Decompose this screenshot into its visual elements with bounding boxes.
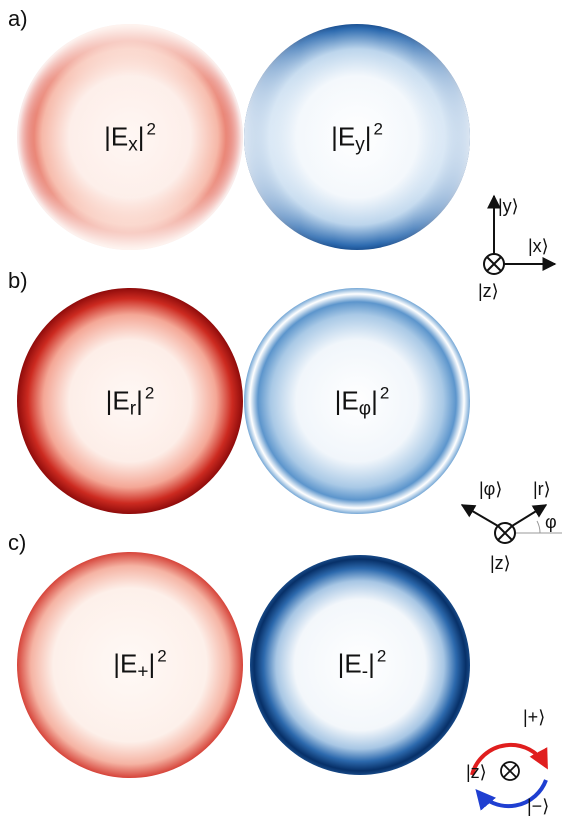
phi-vector-label: |φ⟩ <box>479 479 502 499</box>
eminus-intensity-disk <box>250 555 470 775</box>
ex-vertical-mask <box>17 24 243 250</box>
z-axis-label: |z⟩ <box>478 281 499 301</box>
angle-label: φ <box>545 512 557 532</box>
r-vector-arrow <box>511 504 548 527</box>
phi-vector-arrow <box>460 504 499 527</box>
panel-label-a: a) <box>8 6 28 31</box>
ex-label: |Ex| 2 <box>104 119 156 156</box>
x-axis-label: |x⟩ <box>528 236 549 256</box>
eminus-label: |E-| 2 <box>337 646 387 683</box>
minus-state-label: |−⟩ <box>527 796 549 816</box>
panel-label-b: b) <box>8 268 28 293</box>
ey-horizontal-mask <box>244 24 470 250</box>
ephi-label: |Eφ| 2 <box>334 383 390 420</box>
polar-axes: |φ⟩ |r⟩ φ |z⟩ <box>460 479 562 573</box>
er-intensity-disk <box>17 288 243 514</box>
cartesian-axes: |y⟩ |x⟩ |z⟩ <box>478 194 557 301</box>
ey-label: |Ey| 2 <box>331 119 383 156</box>
y-axis-label: |y⟩ <box>498 196 519 216</box>
eplus-intensity-disk <box>17 552 243 778</box>
z-axis-label: |z⟩ <box>490 553 511 573</box>
minus-rotation-arrow <box>475 779 548 811</box>
plus-state-label: |+⟩ <box>523 707 545 727</box>
ephi-intensity-disk <box>244 288 470 514</box>
z-axis-label: |z⟩ <box>466 762 487 782</box>
panel-label-c: c) <box>8 530 27 555</box>
er-label: |Er| 2 <box>105 383 155 420</box>
circular-axes: |+⟩ |z⟩ |−⟩ <box>466 707 549 816</box>
plus-rotation-arrow <box>470 742 548 776</box>
eplus-label: |E+| 2 <box>113 646 167 683</box>
angle-arc <box>536 520 541 534</box>
r-vector-label: |r⟩ <box>533 479 551 499</box>
